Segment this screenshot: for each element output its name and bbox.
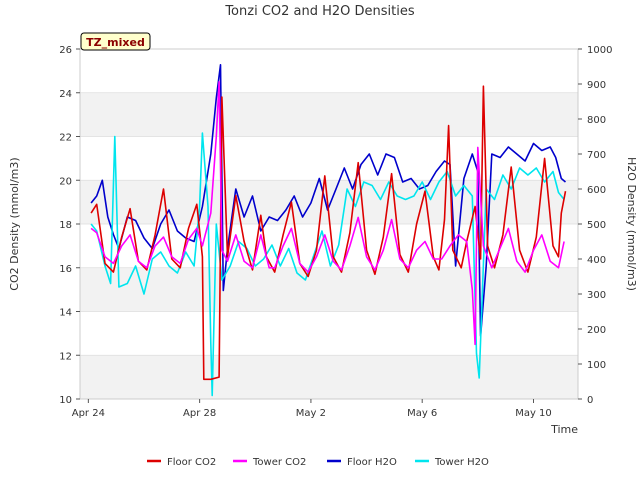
y-right-tick-label: 700 [587, 150, 606, 161]
y-right-tick-label: 900 [587, 80, 606, 91]
y-right-tick-label: 1000 [587, 45, 612, 56]
legend: Floor CO2 Tower CO2 Floor H2O Tower H2O [147, 457, 489, 468]
y-right-tick-label: 300 [587, 290, 606, 301]
grid-band [80, 355, 578, 399]
y-left-tick-label: 18 [59, 220, 72, 231]
x-tick-label: Apr 24 [72, 408, 105, 419]
y-left-tick-label: 26 [59, 45, 72, 56]
y-right-tick-label: 500 [587, 220, 606, 231]
x-tick-label: May 2 [296, 408, 326, 419]
axes: 10 12 14 16 18 20 22 24 26 0 100 200 300 400 500 600 700… [59, 45, 612, 419]
y-right-tick-label: 0 [587, 395, 593, 406]
series-line-tower-h2o [90, 132, 565, 397]
y-right-tick-label: 400 [587, 255, 606, 266]
legend-label-tower-h2o: Tower H2O [434, 457, 489, 468]
y-left-tick-label: 24 [59, 89, 72, 100]
y-right-tick-label: 200 [587, 325, 606, 336]
y-axis-left-label: CO2 Density (mmol/m3) [8, 157, 21, 290]
y-right-tick-label: 600 [587, 185, 606, 196]
legend-label-floor-co2: Floor CO2 [167, 457, 216, 468]
y-left-tick-label: 22 [59, 133, 72, 144]
annotation-box-bg [80, 32, 151, 51]
grid-band [80, 267, 578, 312]
series-lines [90, 64, 567, 397]
y-left-tick-label: 12 [59, 351, 72, 362]
y-left-tick-label: 16 [59, 264, 72, 275]
x-axis-label: Time [550, 423, 578, 436]
chart-title: Tonzi CO2 and H2O Densities [224, 4, 415, 19]
x-tick-label: Apr 28 [183, 408, 216, 419]
x-tick-label: May 10 [515, 408, 552, 419]
y-left-tick-label: 14 [59, 308, 72, 319]
y-left-tick-label: 10 [59, 395, 72, 406]
annotation-label: TZ_mixed [86, 36, 145, 49]
x-tick-label: May 6 [407, 408, 437, 419]
grid-band [80, 92, 578, 137]
legend-label-floor-h2o: Floor H2O [347, 457, 397, 468]
legend-label-tower-co2: Tower CO2 [252, 457, 306, 468]
y-right-tick-label: 800 [587, 115, 606, 126]
y-left-tick-label: 20 [59, 176, 72, 187]
y-right-tick-label: 100 [587, 360, 606, 371]
y-axis-right-label: H2O Density (mmol/m3) [625, 157, 638, 291]
series-line-tower-co2 [90, 81, 565, 346]
annotation-box: TZ_mixed [80, 32, 151, 51]
